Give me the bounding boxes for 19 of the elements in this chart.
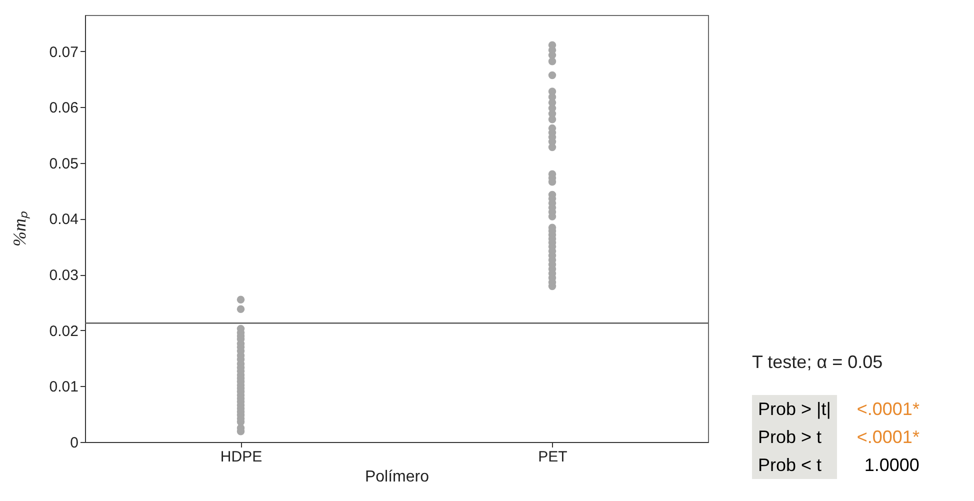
text: <.0001* xyxy=(856,426,920,448)
text: T teste; α = 0.05 xyxy=(752,352,884,373)
text: Prob < t xyxy=(752,451,837,479)
y-tick-label: 0.06 xyxy=(49,100,78,117)
y-tick-label: 0.04 xyxy=(49,211,78,228)
y-tick-label: 0.02 xyxy=(49,322,78,340)
y-tick-label: 0 xyxy=(70,434,78,452)
text: Prob > |t| xyxy=(752,395,837,423)
y-tick-label: 0.01 xyxy=(49,378,78,396)
text: Prob > t xyxy=(752,423,837,451)
y-axis-title: %mₚ xyxy=(9,210,30,246)
y-tick-label: 0.03 xyxy=(49,267,78,284)
x-tick-label: HDPE xyxy=(220,448,262,466)
text: 1.0000 xyxy=(863,454,920,476)
y-tick-label: 0.07 xyxy=(49,44,78,61)
x-axis-title: Polímero xyxy=(364,468,430,486)
y-tick-label: 0.05 xyxy=(49,155,78,172)
text: <.0001* xyxy=(856,398,920,420)
x-tick-label: PET xyxy=(538,448,568,466)
